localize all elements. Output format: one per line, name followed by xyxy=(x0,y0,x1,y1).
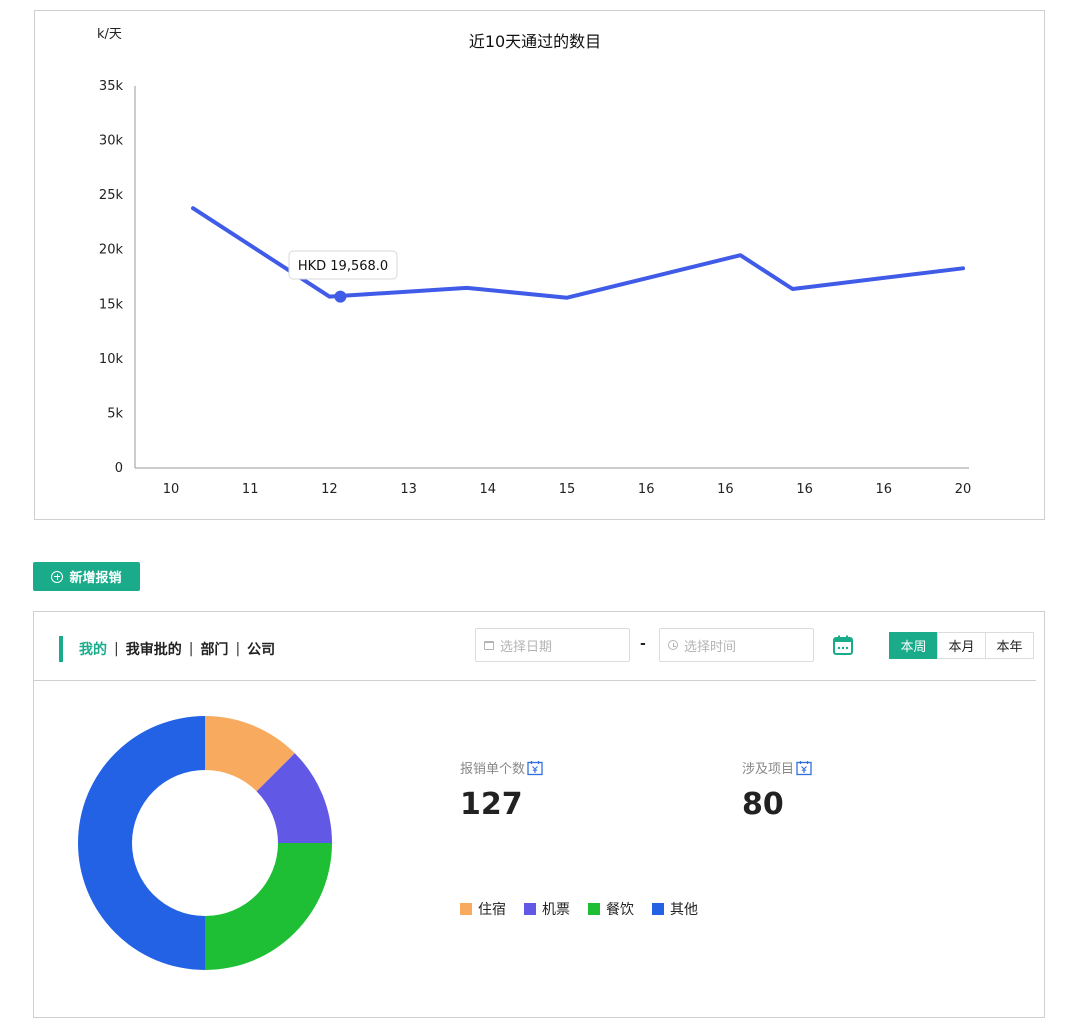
stat-expense-count-label: 报销单个数 xyxy=(460,758,543,777)
legend-label: 餐饮 xyxy=(606,902,634,918)
period-month-button[interactable]: 本月 xyxy=(937,632,986,659)
y-tick-label: 5k xyxy=(107,406,123,421)
header-divider xyxy=(34,680,1036,681)
period-week-button[interactable]: 本周 xyxy=(889,632,938,659)
period-selector: 本周 本月 本年 xyxy=(889,632,1034,659)
period-year-button[interactable]: 本年 xyxy=(985,632,1034,659)
tooltip-box xyxy=(288,250,398,280)
tooltip-label: HKD 19,568.0 xyxy=(298,259,388,274)
time-placeholder: 选择时间 xyxy=(684,639,737,655)
x-tick-label: 10 xyxy=(163,482,180,497)
stat-project-count-text: 涉及项目 xyxy=(742,762,795,777)
project-count-info-icon[interactable] xyxy=(796,760,812,776)
date-input[interactable]: 选择日期 xyxy=(475,628,630,662)
x-tick-label: 11 xyxy=(242,482,259,497)
x-tick-label: 16 xyxy=(876,482,893,497)
stat-project-count-value: 80 xyxy=(742,787,784,822)
tab-separator: | xyxy=(114,641,119,657)
add-expense-label: 新增报销 xyxy=(69,571,122,586)
stat-expense-count-value: 127 xyxy=(460,787,523,822)
legend-swatch xyxy=(652,903,664,915)
donut-legend: 住宿 机票 餐饮 其他 xyxy=(460,899,698,919)
legend-swatch xyxy=(588,903,600,915)
x-tick-label: 16 xyxy=(638,482,655,497)
y-tick-label: 20k xyxy=(99,243,124,258)
y-tick-label: 15k xyxy=(99,297,124,312)
y-tick-label: 30k xyxy=(99,134,124,149)
tab-separator: | xyxy=(188,641,194,657)
tab-mine[interactable]: 我的 xyxy=(79,642,107,658)
x-tick-label: 12 xyxy=(321,482,338,497)
legend-item[interactable]: 住宿 xyxy=(460,899,506,919)
x-tick-label: 15 xyxy=(559,482,576,497)
expense-count-info-icon[interactable] xyxy=(527,760,543,776)
donut-slice-1[interactable] xyxy=(205,716,295,792)
x-tick-label: 20 xyxy=(955,482,972,497)
x-tick-label: 16 xyxy=(717,482,734,497)
y-tick-label: 10k xyxy=(99,352,124,367)
line-chart-panel: 近10天通过的数目 k/天 0 5k 10k 15k 20k 25k 30k 35k 10 11… xyxy=(34,10,1045,520)
x-tick-label: 13 xyxy=(400,482,417,497)
highlighted-data-point[interactable] xyxy=(334,290,347,303)
x-tick-label: 14 xyxy=(480,482,497,497)
stat-project-count-label: 涉及项目 xyxy=(742,758,812,777)
series-line xyxy=(191,206,965,300)
y-axis-unit-label: k/天 xyxy=(97,27,122,42)
clock-icon xyxy=(668,640,678,650)
tab-approved-by-me[interactable]: 我审批的 xyxy=(125,642,182,658)
scope-tabs: 我的 | 我审批的 | 部门 | 公司 xyxy=(59,636,275,662)
donut-slice-4[interactable] xyxy=(78,716,205,970)
legend-label: 其他 xyxy=(670,902,698,918)
legend-item[interactable]: 机票 xyxy=(524,899,570,919)
legend-label: 机票 xyxy=(542,902,570,918)
legend-item[interactable]: 餐饮 xyxy=(588,899,634,919)
expense-stats-panel: 我的 | 我审批的 | 部门 | 公司 选择日期 - 选择时间 本周 本月 本年… xyxy=(33,611,1045,1018)
add-expense-button[interactable]: 新增报销 xyxy=(33,562,140,591)
date-placeholder: 选择日期 xyxy=(500,639,553,655)
time-input[interactable]: 选择时间 xyxy=(659,628,814,662)
y-tick-label: 0 xyxy=(115,461,123,476)
plus-circle-icon xyxy=(51,570,64,583)
tab-company[interactable]: 公司 xyxy=(247,642,276,658)
donut-slice-3[interactable] xyxy=(205,843,332,970)
stat-expense-count-text: 报销单个数 xyxy=(460,762,526,777)
x-tick-label: 16 xyxy=(796,482,813,497)
donut-slice-2[interactable] xyxy=(256,753,332,843)
y-tick-label: 35k xyxy=(99,79,124,94)
expense-donut-chart xyxy=(78,716,332,970)
tab-department[interactable]: 部门 xyxy=(200,642,229,658)
chart-title: 近10天通过的数目 xyxy=(469,32,601,51)
calendar-picker-icon[interactable] xyxy=(832,634,854,656)
calendar-icon xyxy=(484,640,494,650)
legend-label: 住宿 xyxy=(478,902,506,918)
line-chart: 近10天通过的数目 k/天 0 5k 10k 15k 20k 25k 30k 35k 10 11… xyxy=(97,27,972,497)
range-separator: - xyxy=(640,636,646,652)
legend-item[interactable]: 其他 xyxy=(652,899,698,919)
tab-separator: | xyxy=(235,641,241,657)
legend-swatch xyxy=(524,903,536,915)
legend-swatch xyxy=(460,903,472,915)
y-tick-label: 25k xyxy=(99,188,124,203)
